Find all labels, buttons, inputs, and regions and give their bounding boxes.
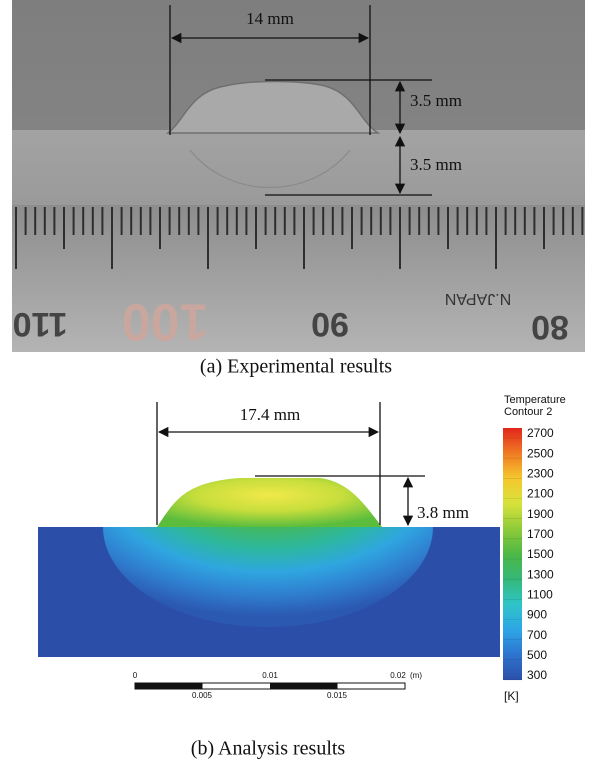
scale-label: 0.015 [327, 691, 348, 700]
scale-bar: 0 0.01 0.02 (m) 0.005 0.015 [133, 671, 423, 700]
ruler-label: 100 [122, 292, 209, 350]
scale-unit: (m) [410, 671, 422, 680]
colorbar [503, 428, 522, 680]
caption: (b) Analysis results [191, 738, 346, 760]
colorbar-tick-label: 1100 [527, 588, 553, 602]
colorbar-tick-label: 1700 [527, 527, 554, 541]
scale-label: 0.01 [262, 671, 278, 680]
dimension-label: 3.5 mm [410, 155, 462, 174]
scale-label: 0.005 [192, 691, 213, 700]
colorbar-tick-label: 2100 [527, 487, 554, 501]
colorbar-tick-label: 900 [527, 608, 547, 622]
colorbar-tick-label: 300 [527, 668, 547, 682]
colorbar-tick-label: 1500 [527, 547, 554, 561]
ruler-text: N.JAPAN [445, 290, 511, 307]
colorbar-tick-label: 700 [527, 628, 547, 642]
colorbar-tick-label: 2700 [527, 426, 554, 440]
ruler-label: 110 [13, 305, 68, 343]
dimension-label: 14 mm [246, 9, 294, 28]
colorbar-tick-label: 1300 [527, 567, 554, 581]
dimension-label: 3.8 mm [417, 503, 469, 522]
colorbar-subtitle: Contour 2 [504, 406, 552, 418]
colorbar-tick-label: 500 [527, 648, 547, 662]
colorbar-tick-label: 1900 [527, 507, 554, 521]
figure: 110 100 90 80 N.JAPAN 14 mm 3.5 mm 3.5 m… [0, 0, 591, 771]
colorbar-unit: [K] [504, 689, 519, 703]
dimension-label: 17.4 mm [240, 405, 300, 424]
simulation [38, 427, 500, 657]
dimension-label: 3.5 mm [410, 91, 462, 110]
caption: (a) Experimental results [200, 356, 392, 378]
ruler-label: 90 [311, 305, 349, 343]
colorbar-tick-label: 2500 [527, 446, 554, 460]
colorbar-title: Temperature [504, 394, 566, 406]
ruler-label: 80 [531, 308, 569, 346]
scale-label: 0.02 [390, 671, 406, 680]
colorbar-tick-label: 2300 [527, 467, 554, 481]
photo: 110 100 90 80 N.JAPAN [12, 0, 585, 352]
scale-label: 0 [133, 671, 138, 680]
